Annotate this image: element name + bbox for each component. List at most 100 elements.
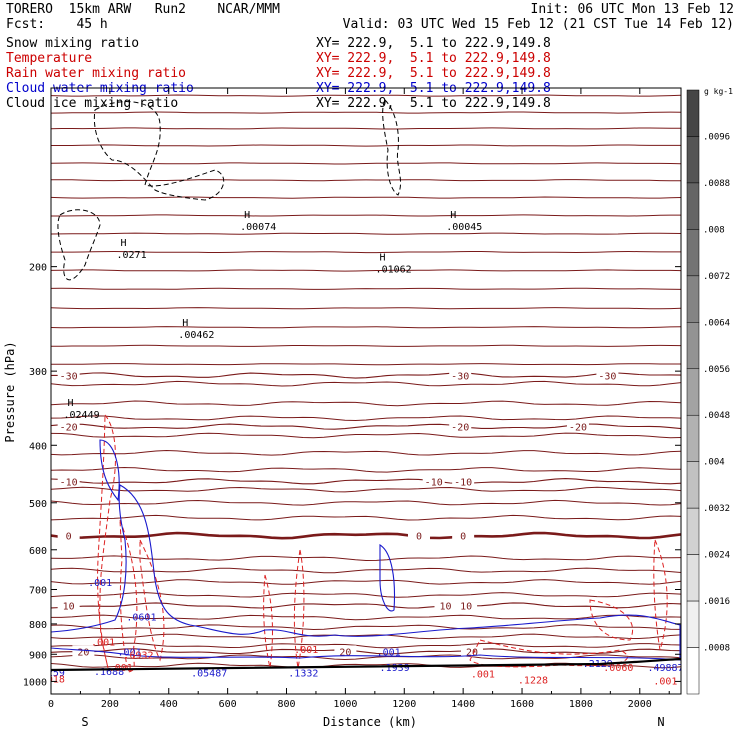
cloud-water-label: .1688 <box>94 667 124 678</box>
isotherm-line <box>51 287 681 290</box>
rain-water-label: .1228 <box>518 675 548 686</box>
cloud-ice-max-marker: H <box>244 210 250 221</box>
isotherm-line <box>51 127 681 130</box>
colorbar-tick-label: .0048 <box>703 411 730 421</box>
isotherm-line <box>51 307 681 310</box>
x-tick-label: 600 <box>219 699 237 710</box>
isotherm-label-bg <box>460 645 483 657</box>
colorbar-tick-label: .0072 <box>703 272 730 282</box>
rain-water-label: 018 <box>47 675 65 686</box>
isotherm-label-bg <box>57 599 80 611</box>
isotherm--10 <box>51 478 681 485</box>
y-axis-label: Pressure (hPa) <box>3 341 17 442</box>
isotherm-line <box>51 214 681 217</box>
isotherm-line <box>51 592 681 598</box>
isotherm-label: -30 <box>451 371 469 382</box>
header-line1-right: Init: 06 UTC Mon 13 Feb 12 <box>530 2 735 17</box>
colorbar-tick-label: .0096 <box>703 132 730 142</box>
field-label-snow: Snow mixing ratio <box>6 36 140 51</box>
isotherm-line <box>51 111 681 114</box>
isotherm--30 <box>51 372 681 379</box>
cloud-water-contour <box>99 439 120 502</box>
cloud-ice-max-label: .02449 <box>63 410 99 421</box>
isotherm-line <box>51 555 681 562</box>
x-tick-label: 1400 <box>451 699 475 710</box>
isotherm-line <box>51 250 681 254</box>
isotherm-line <box>51 486 681 493</box>
colorbar-segment <box>686 136 700 184</box>
y-tick-label: 500 <box>29 499 47 510</box>
rain-water-contour <box>97 413 116 669</box>
field-label-rain: Rain water mixing ratio <box>6 66 187 81</box>
colorbar-segment <box>686 414 700 462</box>
rain-water-contour <box>263 574 273 669</box>
xsec-snow: XY= 222.9, 5.1 to 222.9,149.8 <box>316 36 551 51</box>
cloud-ice-contour <box>382 99 402 196</box>
isotherm-label-bg <box>596 369 619 381</box>
south-label: S <box>81 715 88 729</box>
isotherm-line <box>51 415 681 422</box>
xsec-cloud-ice: XY= 222.9, 5.1 to 222.9,149.8 <box>316 96 551 111</box>
isotherm-label-bg <box>72 645 95 657</box>
rain-water-label: .001 <box>91 638 115 649</box>
colorbar-segment <box>686 322 700 370</box>
cloud-water-label: .001 <box>118 648 142 659</box>
cloud-ice-max-marker: H <box>120 238 126 249</box>
isotherm-line <box>51 269 681 272</box>
x-tick-label: 1800 <box>569 699 593 710</box>
colorbar-tick-label: .0056 <box>703 365 730 375</box>
xsec-rain: XY= 222.9, 5.1 to 222.9,149.8 <box>316 66 551 81</box>
cloud-ice-max-marker: H <box>67 398 73 409</box>
isotherm-label: 10 <box>63 602 75 613</box>
colorbar-segment <box>686 229 700 277</box>
cloud-water-label: .1939 <box>380 663 410 674</box>
isotherm-line <box>51 514 681 521</box>
rain-water-contour <box>119 519 138 673</box>
colorbar-tick-label: .0064 <box>703 318 730 328</box>
isotherm-line <box>51 94 681 97</box>
cloud-ice-max-label: .0271 <box>116 250 146 261</box>
x-tick-label: 2000 <box>628 699 652 710</box>
isotherm-label: -30 <box>60 371 78 382</box>
colorbar-tick-label: .0088 <box>703 179 730 189</box>
xsec-temperature: XY= 222.9, 5.1 to 222.9,149.8 <box>316 51 551 66</box>
isotherm-20 <box>51 648 681 655</box>
plot-frame <box>50 87 682 695</box>
rain-water-label: .001 <box>653 677 677 688</box>
cloud-water-label: .05487 <box>191 669 227 680</box>
y-tick-label: 400 <box>29 441 47 452</box>
cloud-ice-max-label: .00045 <box>446 222 482 233</box>
header-line2-right: Valid: 03 UTC Wed 15 Feb 12 (21 CST Tue … <box>342 17 734 32</box>
isotherm-label-bg <box>449 420 472 432</box>
isotherm-label: 20 <box>339 647 351 658</box>
rain-water-contour <box>293 549 305 669</box>
isotherm-line <box>51 363 681 366</box>
x-tick-label: 0 <box>48 699 54 710</box>
rain-water-label: .001 <box>294 645 318 656</box>
isotherm-label: 0 <box>66 532 72 543</box>
isotherm-line <box>51 466 681 473</box>
isotherm-0 <box>51 531 681 540</box>
cloud-ice-max-label: .00462 <box>178 330 214 341</box>
isotherm-line <box>51 432 681 439</box>
field-label-temperature: Temperature <box>6 51 93 66</box>
colorbar-segment <box>686 182 700 230</box>
isotherm-label-bg <box>57 369 80 381</box>
isotherm-label-bg <box>455 599 478 611</box>
colorbar-segment <box>686 507 700 555</box>
y-tick-label: 1000 <box>23 677 47 688</box>
isotherm-label: -10 <box>454 477 472 488</box>
colorbar-segment <box>686 89 700 137</box>
x-tick-label: 400 <box>160 699 178 710</box>
x-axis-label: Distance (km) <box>323 715 417 729</box>
isotherm-label: 20 <box>466 647 478 658</box>
cloud-ice-contour <box>57 209 101 281</box>
isotherm-line <box>51 380 681 387</box>
cloud-water-label: .001 <box>88 578 112 589</box>
y-tick-label: 200 <box>29 263 47 274</box>
isotherm-label-bg <box>449 369 472 381</box>
north-label: N <box>657 715 664 729</box>
y-tick-label: 600 <box>29 546 47 557</box>
isotherm-line <box>51 567 681 574</box>
